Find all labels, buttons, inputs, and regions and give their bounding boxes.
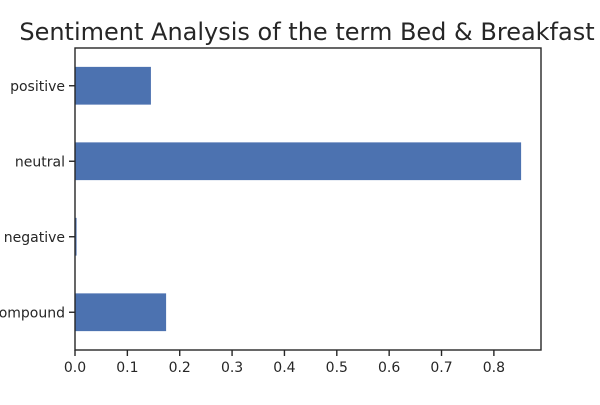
y-tick-label: compound	[0, 305, 65, 321]
x-tick-label: 0.2	[169, 360, 191, 376]
x-tick-label: 0.6	[378, 360, 400, 376]
x-tick-label: 0.0	[64, 360, 86, 376]
x-tick-label: 0.7	[430, 360, 452, 376]
x-tick-label: 0.5	[326, 360, 348, 376]
x-tick-label: 0.3	[221, 360, 243, 376]
bar-compound	[75, 293, 167, 332]
y-tick-label: negative	[4, 230, 65, 246]
axes-frame	[74, 47, 542, 351]
x-tick-label: 0.8	[483, 360, 505, 376]
bar-positive	[75, 66, 151, 105]
y-tick-label: neutral	[15, 154, 65, 170]
bar-neutral	[75, 142, 522, 181]
bar-negative	[75, 217, 77, 256]
x-tick-label: 0.4	[273, 360, 295, 376]
plot-area: positive neutral negative compound 0.0 0.1 0.2…	[0, 47, 542, 376]
x-tick-label: 0.1	[116, 360, 138, 376]
chart-title: Sentiment Analysis of the term Bed & Bre…	[19, 18, 594, 46]
y-tick-label: positive	[10, 79, 65, 95]
